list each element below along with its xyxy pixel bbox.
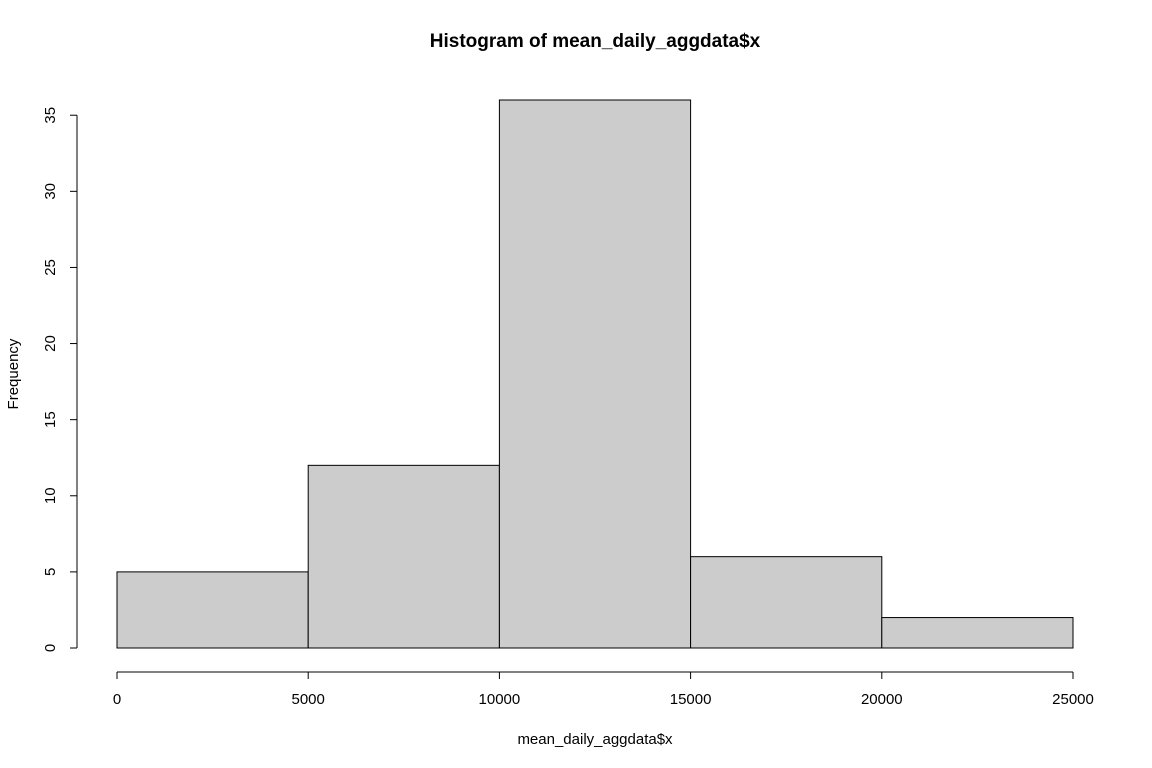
x-tick-label: 15000 xyxy=(670,691,712,708)
histogram-bar xyxy=(690,556,883,649)
y-tick-label: 15 xyxy=(42,411,59,428)
y-tick-label: 10 xyxy=(42,487,59,504)
histogram-bar xyxy=(307,464,500,649)
y-tick-label: 25 xyxy=(42,259,59,276)
y-tick-label: 5 xyxy=(42,568,59,576)
y-tick-label: 30 xyxy=(42,183,59,200)
x-axis-label: mean_daily_aggdata$x xyxy=(517,731,673,748)
y-tick-label: 20 xyxy=(42,335,59,352)
histogram-bar xyxy=(116,571,309,649)
y-tick-label: 35 xyxy=(42,107,59,124)
x-axis: 0 5000 10000 15000 20000 25000 xyxy=(113,671,1094,708)
x-tick-label: 20000 xyxy=(861,691,903,708)
x-tick-label: 25000 xyxy=(1052,691,1094,708)
chart-title: Histogram of mean_daily_aggdata$x xyxy=(430,31,761,52)
x-tick-label: 0 xyxy=(113,691,121,708)
histogram-bar xyxy=(881,617,1074,649)
y-axis: 0 5 10 15 20 25 30 35 xyxy=(42,107,78,652)
y-axis-label: Frequency xyxy=(5,338,22,409)
x-tick-label: 5000 xyxy=(292,691,325,708)
y-tick-label: 0 xyxy=(42,644,59,652)
bars-group xyxy=(116,99,1074,649)
x-tick-label: 10000 xyxy=(479,691,521,708)
histogram-bar xyxy=(498,99,692,649)
